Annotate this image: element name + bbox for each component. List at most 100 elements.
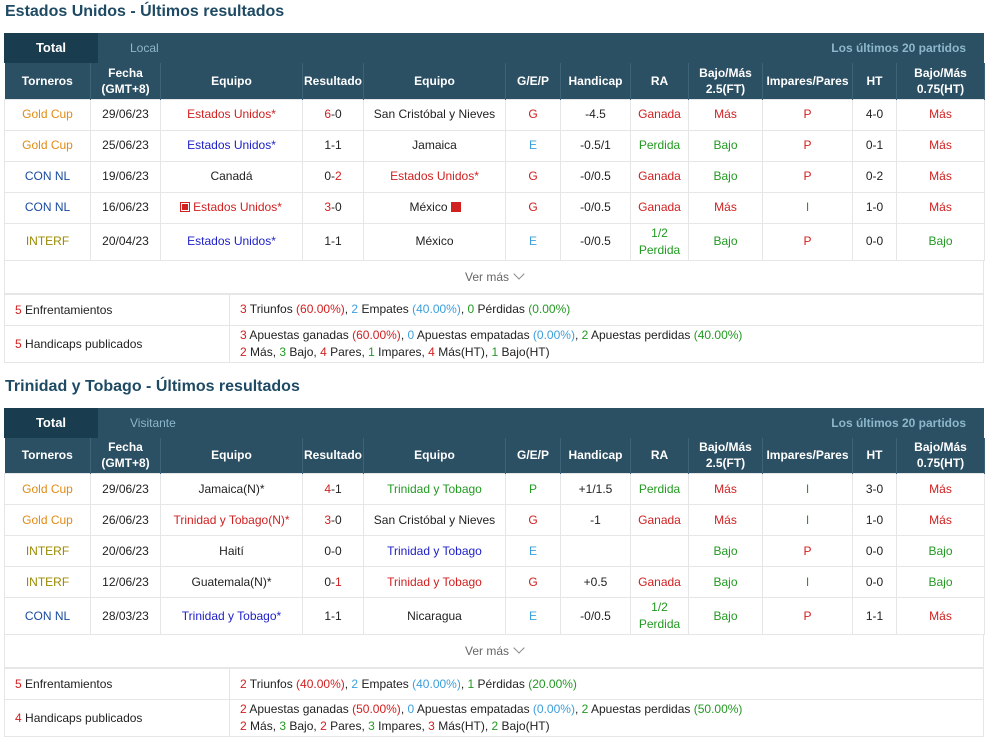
- score-separator: -: [331, 107, 335, 121]
- score-separator: -: [331, 543, 335, 558]
- tournament-cell: Gold Cup: [4, 473, 91, 505]
- recent-matches-selector[interactable]: Los últimos 20 partidos: [831, 415, 966, 430]
- ver-mas-button[interactable]: Ver más: [4, 635, 984, 668]
- tournament-link[interactable]: INTERF: [25, 234, 70, 248]
- totals-summary-line: 2 Más, 3 Bajo, 4 Pares, 1 Impares, 4 Más…: [240, 344, 983, 361]
- away-team-link[interactable]: Trinidad y Tobago: [387, 574, 482, 589]
- away-team-link[interactable]: Trinidad y Tobago: [387, 481, 482, 496]
- tournament-link[interactable]: Gold Cup: [22, 481, 73, 496]
- score-cell[interactable]: 0-2: [302, 160, 364, 193]
- tab-total[interactable]: Total: [4, 407, 98, 438]
- away-team-link[interactable]: San Cristóbal y Nieves: [373, 512, 496, 527]
- ra-value: Ganada: [638, 107, 681, 121]
- away-team-cell: Trinidad y Tobago: [363, 566, 506, 598]
- score-cell[interactable]: 3-0: [302, 191, 364, 224]
- ht-score-cell: 0-0: [852, 566, 897, 598]
- ht-score-cell: 1-1: [852, 597, 897, 635]
- summary-value: 3 Triunfos (60.00%), 2 Empates (40.00%),…: [229, 293, 984, 326]
- ra-cell: Perdida: [630, 473, 689, 505]
- summary-segment: ,: [400, 327, 408, 342]
- over-under-ft-cell: Más: [688, 473, 763, 505]
- score-cell[interactable]: 6-0: [302, 98, 364, 131]
- tab-home-away[interactable]: Local: [130, 41, 159, 55]
- tournament-link[interactable]: CON NL: [24, 608, 71, 623]
- tournament-link[interactable]: Gold Cup: [22, 512, 73, 527]
- tournament-link[interactable]: Gold Cup: [22, 107, 73, 121]
- score-cell[interactable]: 0-1: [302, 566, 364, 598]
- over-under-ht-cell: Más: [896, 473, 985, 505]
- summary-value: 2 Apuestas ganadas (50.00%), 0 Apuestas …: [229, 699, 984, 737]
- tournament-link[interactable]: CON NL: [24, 200, 71, 214]
- tournament-link[interactable]: CON NL: [24, 169, 71, 183]
- score-cell[interactable]: 1-1: [302, 597, 364, 635]
- odd-even-cell: I: [762, 191, 853, 224]
- results-block: Total Visitante Los últimos 20 partidos Tor…: [4, 407, 985, 737]
- score-cell[interactable]: 1-1: [302, 129, 364, 162]
- away-team-link[interactable]: México: [415, 234, 454, 248]
- tournament-link[interactable]: Gold Cup: [22, 138, 73, 152]
- red-card-icon: [180, 202, 191, 212]
- score-cell[interactable]: 1-1: [302, 222, 364, 261]
- matches-count: 5: [15, 677, 22, 691]
- home-team-link[interactable]: Estados Unidos*: [193, 200, 282, 214]
- home-team-link[interactable]: Estados Unidos*: [187, 234, 276, 248]
- away-team-link[interactable]: San Cristóbal y Nieves: [373, 107, 496, 121]
- away-team-cell: Trinidad y Tobago: [363, 473, 506, 505]
- table-row: INTERF 12/06/23 Guatemala(N)* 0-1 Trinidad y…: [4, 566, 985, 598]
- odd-even-cell: I: [762, 504, 853, 536]
- gep-cell: E: [505, 535, 561, 567]
- home-team-link[interactable]: Jamaica(N)*: [198, 481, 265, 496]
- ra-cell: Ganada: [630, 566, 689, 598]
- summary-segment: 3: [240, 302, 247, 316]
- chevron-down-icon: [513, 642, 525, 654]
- handicaps-label: Handicaps publicados: [21, 336, 143, 351]
- ver-mas-button[interactable]: Ver más: [4, 260, 984, 294]
- ra-cell: Ganada: [630, 191, 689, 224]
- away-score: 1: [335, 234, 342, 248]
- away-score: 1: [335, 574, 342, 589]
- score-cell[interactable]: 0-0: [302, 535, 364, 567]
- home-team-link[interactable]: Estados Unidos*: [187, 138, 276, 152]
- home-team-link[interactable]: Trinidad y Tobago(N)*: [173, 512, 290, 527]
- ra-cell: 1/2 Perdida: [630, 597, 689, 635]
- column-header: Bajo/Más 0.75(HT): [896, 437, 985, 474]
- recent-matches-selector[interactable]: Los últimos 20 partidos: [831, 41, 966, 55]
- gep-cell: G: [505, 160, 561, 193]
- score-cell[interactable]: 4-1: [302, 473, 364, 505]
- tournament-link[interactable]: INTERF: [25, 574, 70, 589]
- home-team-link[interactable]: Haití: [219, 543, 244, 558]
- score-separator: -: [331, 608, 335, 623]
- summary-segment: Pares,: [326, 344, 369, 359]
- away-team-link[interactable]: Jamaica: [412, 138, 457, 152]
- tab-total[interactable]: Total: [4, 33, 98, 63]
- home-team-link[interactable]: Guatemala(N)*: [191, 574, 272, 589]
- section-title: Trinidad y Tobago - Últimos resultados: [5, 377, 300, 395]
- results-summary-line: 3 Triunfos (60.00%), 2 Empates (40.00%),…: [240, 301, 983, 318]
- home-team-cell: Estados Unidos*: [160, 222, 303, 261]
- home-team-link[interactable]: Estados Unidos*: [187, 107, 276, 121]
- tournament-cell: Gold Cup: [4, 98, 91, 131]
- over-under-ft-cell: Bajo: [688, 597, 763, 635]
- summary-segment: 2: [320, 719, 327, 733]
- handicap-cell: -1: [560, 504, 631, 536]
- table-row: CON NL 28/03/23 Trinidad y Tobago* 1-1 Nicar…: [4, 597, 985, 635]
- tab-home-away[interactable]: Visitante: [130, 415, 176, 430]
- summary-segment: 2: [581, 702, 589, 716]
- odd-even-cell: P: [762, 129, 853, 162]
- over-under-ht-cell: Más: [896, 191, 985, 224]
- ra-value-second: Perdida: [638, 242, 681, 257]
- away-team-link[interactable]: México: [409, 200, 448, 214]
- over-under-ft-cell: Más: [688, 98, 763, 131]
- gep-cell: E: [505, 129, 561, 162]
- tournament-link[interactable]: INTERF: [25, 543, 70, 558]
- away-team-link[interactable]: Estados Unidos*: [390, 169, 479, 183]
- table-row: CON NL 19/06/23 Canadá 0-2 Estados Unidos* G -…: [4, 160, 985, 193]
- away-team-link[interactable]: Nicaragua: [407, 608, 462, 623]
- away-team-link[interactable]: Trinidad y Tobago: [387, 543, 482, 558]
- score-cell[interactable]: 3-0: [302, 504, 364, 536]
- ra-value-second: Perdida: [638, 617, 681, 631]
- home-team-link[interactable]: Trinidad y Tobago*: [181, 608, 282, 623]
- home-team-link[interactable]: Canadá: [210, 169, 253, 183]
- column-header: Handicap: [560, 63, 631, 99]
- summary-segment: Pérdidas: [474, 302, 529, 316]
